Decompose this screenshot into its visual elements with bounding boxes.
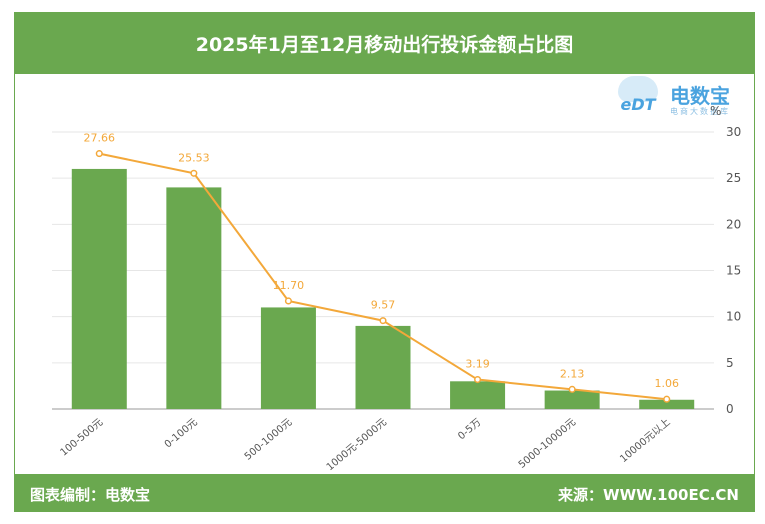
cloud-icon (618, 76, 658, 102)
data-label: 9.57 (371, 299, 396, 312)
bar (639, 399, 695, 409)
y-tick-label: 5 (726, 356, 734, 370)
x-tick-label: 500-1000元 (243, 417, 295, 463)
y-axis-unit: % (710, 104, 721, 118)
data-label: 1.06 (654, 377, 679, 390)
line-point (568, 385, 576, 393)
line-point (284, 297, 292, 305)
bar (544, 390, 600, 409)
x-tick-label: 100-500元 (58, 417, 105, 459)
data-labels: 27.66 25.53 11.70 9.57 3.19 2.13 1.06 (84, 132, 679, 391)
data-label: 11.70 (273, 279, 305, 292)
y-tick-label: 30 (726, 125, 741, 139)
line-series (95, 150, 671, 403)
line-point (474, 375, 482, 384)
x-axis-ticks: 100-500元 0-100元 500-1000元 1000元-5000元 0-5万 50… (58, 416, 672, 473)
y-tick-label: 25 (726, 171, 741, 185)
line-point (379, 317, 387, 325)
logo-name: 电数宝 (670, 84, 730, 108)
logo-subtitle: 电商大数据库 (670, 107, 730, 116)
data-label: 3.19 (465, 358, 490, 371)
footer-source: 来源：WWW.100EC.CN (558, 486, 739, 504)
x-tick-label: 1000元-5000元 (325, 417, 389, 473)
y-tick-label: 0 (726, 402, 734, 416)
x-tick-label: 0-100元 (163, 417, 200, 451)
logo-mark: eDT (620, 95, 656, 114)
brand-logo: eDT 电数宝 电商大数据库 (604, 74, 754, 122)
line-point (190, 169, 198, 177)
bar (355, 325, 411, 409)
bar (260, 307, 316, 409)
bar (450, 381, 506, 409)
line-point (663, 395, 671, 403)
bar-series (71, 168, 695, 409)
footer-credit: 图表编制：电数宝 (30, 486, 151, 504)
x-tick-label: 10000元以上 (618, 416, 673, 465)
line-point (95, 150, 103, 158)
y-tick-label: 10 (726, 310, 741, 324)
bar (166, 187, 222, 409)
data-label: 27.66 (84, 132, 116, 145)
chart-footer: 图表编制：电数宝 来源：WWW.100EC.CN (14, 474, 755, 512)
chart-title: 2025年1月至12月移动出行投诉金额占比图 (195, 33, 574, 56)
chart-title-bar: 2025年1月至12月移动出行投诉金额占比图 (14, 12, 755, 74)
bar (71, 168, 127, 409)
data-label: 25.53 (178, 151, 210, 164)
x-tick-label: 5000-10000元 (517, 417, 578, 471)
x-tick-label: 0-5万 (456, 417, 483, 442)
data-label: 2.13 (560, 367, 585, 380)
y-tick-label: 15 (726, 264, 741, 278)
y-tick-label: 20 (726, 217, 741, 231)
y-axis-ticks: 0 5 10 15 20 25 30 (726, 125, 741, 416)
